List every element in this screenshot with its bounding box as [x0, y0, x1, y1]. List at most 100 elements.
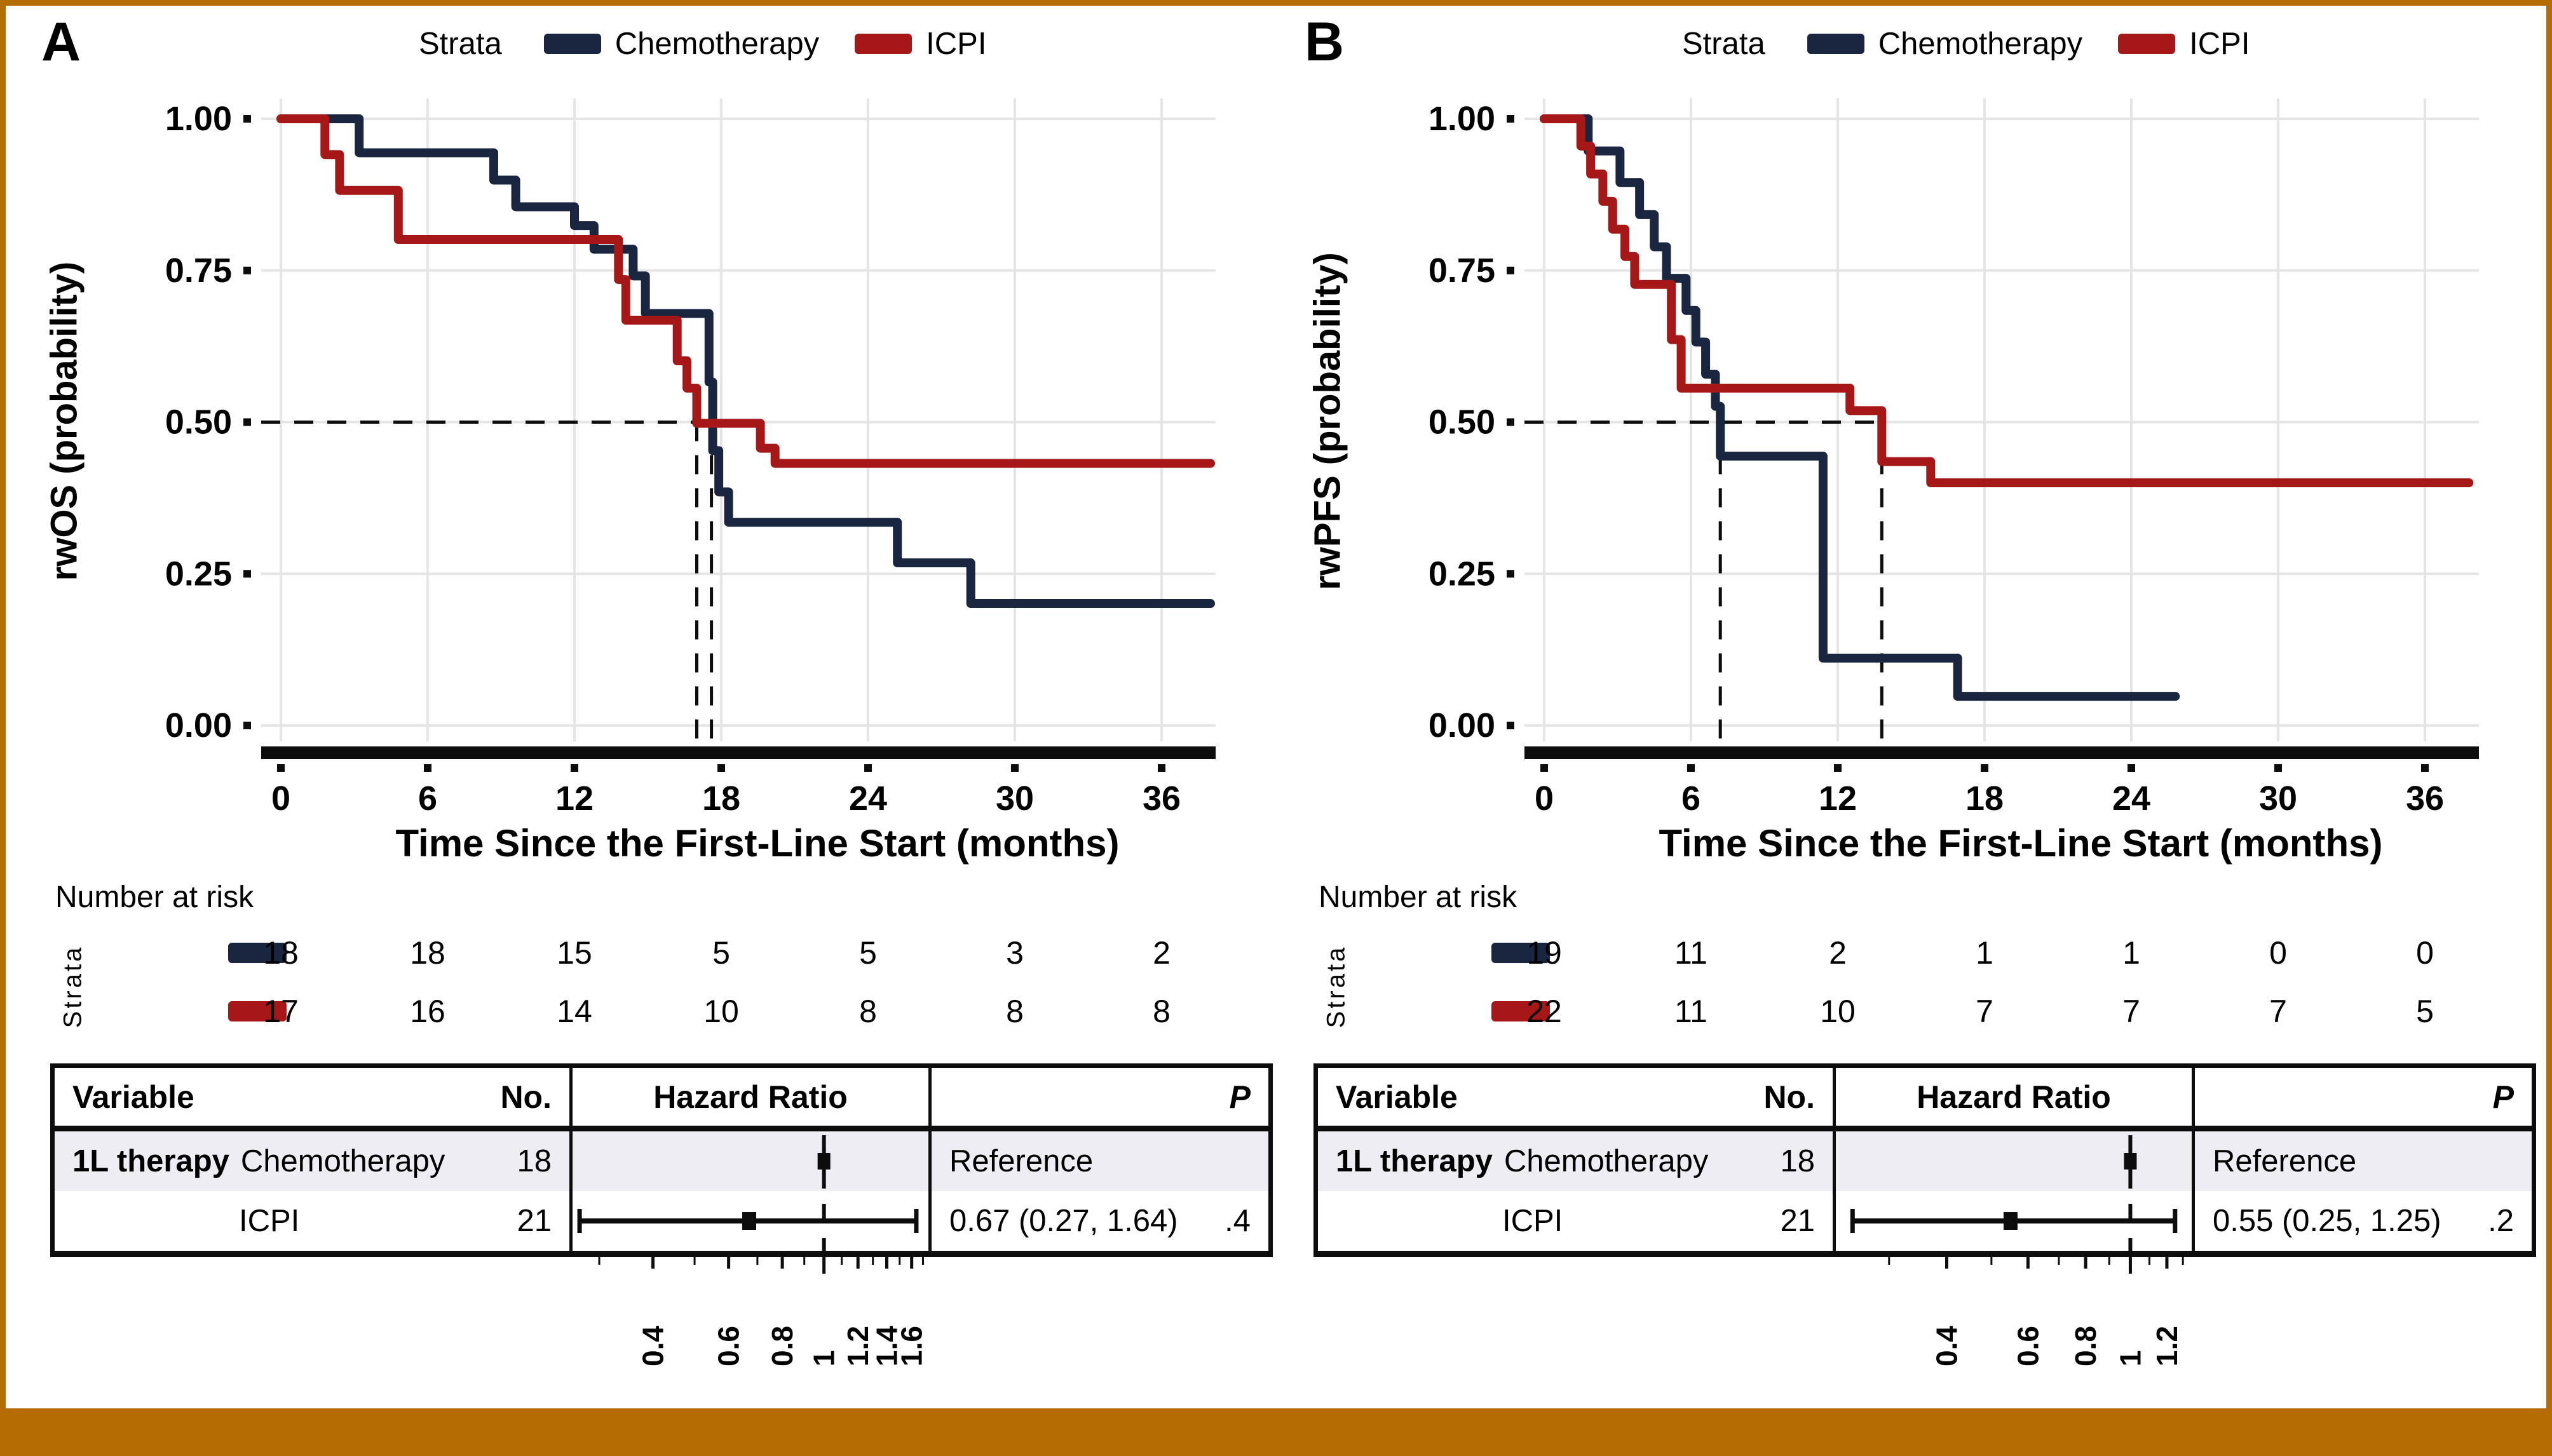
svg-text:12: 12	[1819, 779, 1857, 818]
hr-table-b: Variable No. Hazard Ratio P 1L therapy C…	[1313, 1063, 2536, 1257]
hr-body-b: 1L therapy Chemotherapy 18 Reference	[1318, 1131, 2532, 1251]
svg-text:1.2: 1.2	[841, 1326, 874, 1366]
km-curve-chemotherapy	[276, 114, 1215, 609]
hr-estimate: 0.55 (0.25, 1.25)	[2213, 1204, 2441, 1238]
svg-text:12: 12	[555, 779, 594, 818]
hr-col-p: P	[2492, 1079, 2514, 1115]
hr-col-p: P	[1229, 1079, 1251, 1115]
hr-row-chemotherapy: 1L therapy Chemotherapy 18 Reference	[1318, 1131, 2532, 1191]
svg-text:0.25: 0.25	[1429, 555, 1495, 593]
svg-text:0.4: 0.4	[1931, 1326, 1964, 1366]
hr-forest-cell	[1836, 1191, 2195, 1251]
hr-body-a: 1L therapy Chemotherapy 18 Reference	[55, 1131, 1268, 1251]
hr-estimate: 0.67 (0.27, 1.64)	[949, 1204, 1178, 1238]
panel-a-header: A Strata Chemotherapy ICPI	[31, 15, 1261, 81]
hr-estimate-cell: Reference	[2195, 1131, 2532, 1191]
x-axis-title-b: Time Since the First-Line Start (months)	[1659, 822, 2383, 865]
legend-a: Strata Chemotherapy ICPI	[31, 15, 1261, 62]
hr-col-hazard-ratio: Hazard Ratio	[573, 1068, 932, 1126]
hr-table-a: Variable No. Hazard Ratio P 1L therapy C…	[50, 1063, 1273, 1257]
svg-text:1.6: 1.6	[895, 1326, 928, 1366]
panel-b-letter: B	[1305, 11, 1345, 72]
hr-forest-cell	[573, 1131, 932, 1191]
legend-title: Strata	[1682, 27, 1765, 61]
svg-text:2: 2	[1153, 935, 1171, 971]
svg-text:8: 8	[1006, 994, 1024, 1029]
km-curve-icpi	[1540, 114, 2474, 487]
svg-text:6: 6	[1681, 779, 1700, 818]
risk-counts-b: 19 11 2 1 1 0 022 11 10 7 7 7 5	[1491, 935, 2434, 1029]
legend-item-chemotherapy: Chemotherapy	[543, 26, 820, 62]
hr-estimate: Reference	[949, 1144, 1094, 1178]
svg-text:22: 22	[1526, 994, 1562, 1029]
hr-estimate-cell: Reference	[932, 1131, 1268, 1191]
forest-axis-a: 0.4 0.6 0.8 1 1.21.41.6	[598, 1257, 928, 1366]
risk-swatch-chemotherapy	[228, 943, 287, 963]
svg-text:0: 0	[271, 779, 290, 818]
legend-item-icpi: ICPI	[855, 26, 986, 62]
icpi-swatch-icon	[855, 34, 913, 54]
risk-counts-a: 18 18 15 5 5 3 2 17 16 14 10 8 8 8	[228, 935, 1171, 1029]
risk-table-title-a: Number at risk	[55, 880, 254, 914]
hr-variable-cell: ICPI 21	[55, 1191, 573, 1251]
risk-table-title-b: Number at risk	[1319, 880, 1517, 914]
svg-text:1: 1	[1976, 935, 1993, 971]
svg-text:0.75: 0.75	[1429, 252, 1495, 290]
hr-estimate: Reference	[2213, 1144, 2357, 1178]
risk-strata-axis-label-b: Strata	[1322, 945, 1350, 1028]
hr-col-no: No.	[500, 1079, 552, 1115]
panels-container: A Strata Chemotherapy ICPI rwOS (probabi…	[6, 6, 2546, 1372]
km-plot-a: 0 6 12 18 24 30 36 0.00 0.25 0.50 0.75 1.00	[165, 98, 1216, 818]
legend-label-chemotherapy: Chemotherapy	[1878, 27, 2083, 61]
svg-text:0: 0	[2416, 935, 2434, 971]
svg-text:0.8: 0.8	[766, 1326, 799, 1366]
svg-text:0.8: 0.8	[2069, 1326, 2102, 1366]
hr-variable-cell: 1L therapy Chemotherapy 18	[1318, 1131, 1836, 1191]
hr-variable-group: 1L therapy	[1336, 1144, 1493, 1178]
hr-forest-cell	[1836, 1131, 2195, 1191]
svg-text:1.2: 1.2	[2150, 1326, 2183, 1366]
y-axis-title-b: rwPFS (probability)	[1307, 252, 1348, 590]
panel-b: B Strata Chemotherapy ICPI rwPFS (probab…	[1294, 11, 2536, 1372]
svg-text:6: 6	[418, 779, 437, 818]
svg-text:5: 5	[2416, 994, 2434, 1029]
hr-col-variable: Variable	[72, 1079, 194, 1115]
svg-text:5: 5	[859, 935, 877, 971]
svg-text:15: 15	[557, 935, 592, 971]
svg-text:10: 10	[1820, 994, 1856, 1029]
svg-text:1: 1	[2114, 1350, 2147, 1366]
svg-text:36: 36	[1143, 779, 1181, 818]
svg-text:0.50: 0.50	[165, 403, 232, 442]
svg-text:36: 36	[2406, 779, 2444, 818]
hr-variable-level: ICPI	[239, 1204, 300, 1238]
legend-item-chemotherapy: Chemotherapy	[1807, 26, 2082, 62]
svg-text:24: 24	[849, 779, 887, 818]
hr-row-icpi: ICPI 21 0.55 (0.25, 1.25) .2	[1318, 1191, 2532, 1251]
svg-text:2: 2	[1829, 935, 1847, 971]
hr-p-value: .2	[2488, 1204, 2514, 1238]
hazard-ratio-table-a: Variable No. Hazard Ratio P 1L therapy C…	[50, 1063, 1273, 1372]
legend-title: Strata	[419, 27, 502, 61]
svg-text:18: 18	[702, 779, 740, 818]
hr-estimate-cell: 0.55 (0.25, 1.25) .2	[2195, 1191, 2532, 1251]
legend-label-icpi: ICPI	[926, 27, 987, 61]
svg-text:0.25: 0.25	[165, 555, 232, 593]
hr-n-value: 18	[1780, 1144, 1815, 1178]
svg-text:10: 10	[703, 994, 739, 1029]
svg-text:8: 8	[859, 994, 877, 1029]
risk-swatch-icpi	[228, 1001, 287, 1021]
forest-plot-b	[1850, 1135, 2178, 1251]
svg-text:7: 7	[2122, 994, 2140, 1029]
legend-b: Strata Chemotherapy ICPI	[1294, 15, 2525, 62]
y-axis-title-a: rwOS (probability)	[43, 261, 85, 581]
hr-variable-group: 1L therapy	[72, 1144, 229, 1178]
svg-text:11: 11	[1674, 994, 1707, 1029]
legend-label-chemotherapy: Chemotherapy	[614, 27, 820, 61]
hr-estimate-cell: 0.67 (0.27, 1.64) .4	[932, 1191, 1268, 1251]
hr-col-variable: Variable	[1336, 1079, 1458, 1115]
forest-plot-a	[577, 1135, 919, 1251]
hr-variable-level: Chemotherapy	[240, 1144, 445, 1178]
hr-header-b: Variable No. Hazard Ratio P	[1318, 1068, 2532, 1131]
risk-swatch-chemotherapy	[1491, 943, 1550, 963]
risk-swatch-icpi	[1491, 1001, 1550, 1021]
